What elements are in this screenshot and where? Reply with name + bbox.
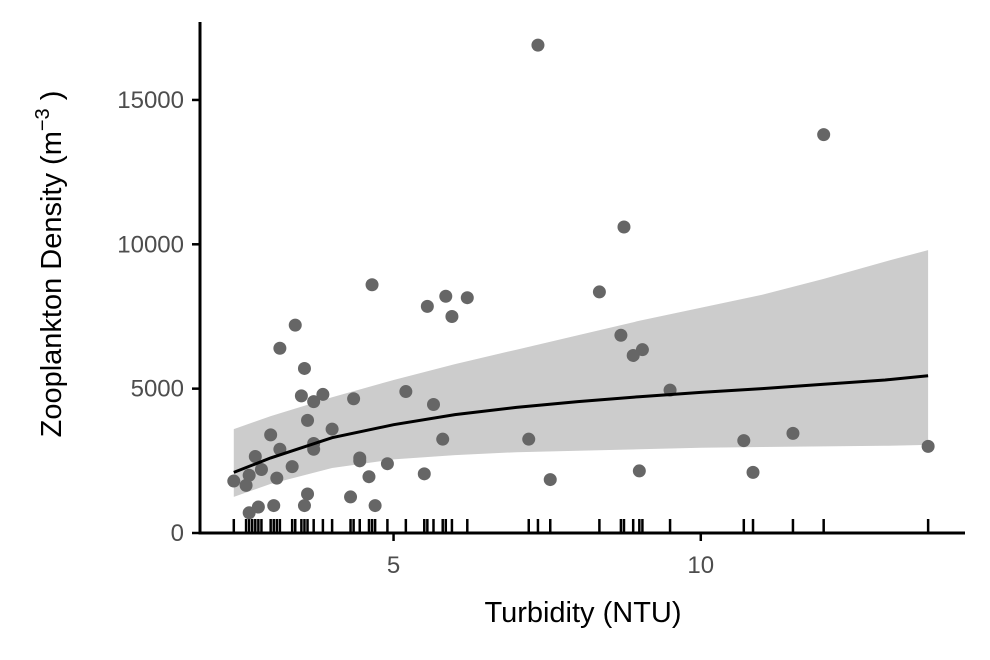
data-point bbox=[417, 467, 431, 481]
data-point bbox=[297, 499, 311, 513]
data-point bbox=[297, 361, 311, 375]
data-point bbox=[251, 500, 265, 514]
confidence-ribbon bbox=[233, 250, 929, 497]
data-point bbox=[227, 474, 241, 488]
x-tick-label: 10 bbox=[687, 552, 714, 579]
rug-marks bbox=[232, 519, 930, 533]
data-point bbox=[921, 439, 935, 453]
data-point bbox=[420, 299, 434, 313]
data-point bbox=[316, 387, 330, 401]
y-axis-title-main: Zooplankton Density (m bbox=[36, 131, 68, 437]
data-point bbox=[635, 343, 649, 357]
data-point bbox=[264, 428, 278, 442]
data-point bbox=[817, 128, 831, 142]
data-point bbox=[301, 487, 315, 501]
data-point bbox=[325, 422, 339, 436]
data-point bbox=[239, 478, 253, 492]
y-axis-title-close: ) bbox=[36, 91, 68, 109]
data-point bbox=[399, 385, 413, 399]
data-point bbox=[592, 285, 606, 299]
plot-area bbox=[227, 38, 935, 533]
data-point bbox=[301, 413, 315, 427]
data-point bbox=[614, 328, 628, 342]
data-point bbox=[617, 220, 631, 234]
data-point bbox=[445, 309, 459, 323]
data-point bbox=[344, 490, 358, 504]
data-point bbox=[436, 432, 450, 446]
data-point bbox=[380, 457, 394, 471]
data-points bbox=[227, 38, 935, 520]
data-point bbox=[522, 432, 536, 446]
y-tick-label: 5000 bbox=[131, 376, 184, 403]
x-axis-ticks: 5 10 bbox=[387, 533, 714, 579]
data-point bbox=[267, 499, 281, 513]
x-tick-label: 5 bbox=[387, 552, 400, 579]
x-axis-title: Turbidity (NTU) bbox=[484, 597, 681, 629]
data-point bbox=[294, 389, 308, 403]
y-tick-label: 0 bbox=[171, 520, 184, 547]
data-point bbox=[248, 449, 262, 463]
data-point bbox=[737, 434, 751, 448]
data-point bbox=[632, 464, 646, 478]
data-point bbox=[270, 471, 284, 485]
y-tick-label: 15000 bbox=[117, 87, 184, 114]
data-point bbox=[543, 473, 557, 487]
data-point bbox=[460, 291, 474, 305]
data-point bbox=[353, 454, 367, 468]
data-point bbox=[285, 460, 299, 474]
data-point bbox=[426, 398, 440, 412]
y-tick-label: 10000 bbox=[117, 231, 184, 258]
data-point bbox=[273, 341, 287, 355]
data-point bbox=[307, 395, 321, 409]
data-point bbox=[362, 470, 376, 484]
y-axis-title-exponent: −3 bbox=[32, 108, 54, 131]
data-point bbox=[786, 426, 800, 440]
data-point bbox=[439, 289, 453, 303]
y-axis-title: Zooplankton Density (m−3 ) bbox=[32, 91, 68, 438]
data-point bbox=[242, 468, 256, 482]
data-point bbox=[746, 465, 760, 479]
data-point bbox=[531, 38, 545, 52]
data-point bbox=[365, 278, 379, 292]
fit-curve bbox=[233, 374, 929, 474]
data-point bbox=[347, 392, 361, 406]
data-point bbox=[368, 499, 382, 513]
y-axis-ticks: 0 5000 10000 15000 bbox=[117, 87, 200, 547]
data-point bbox=[254, 462, 268, 476]
data-point bbox=[288, 318, 302, 332]
